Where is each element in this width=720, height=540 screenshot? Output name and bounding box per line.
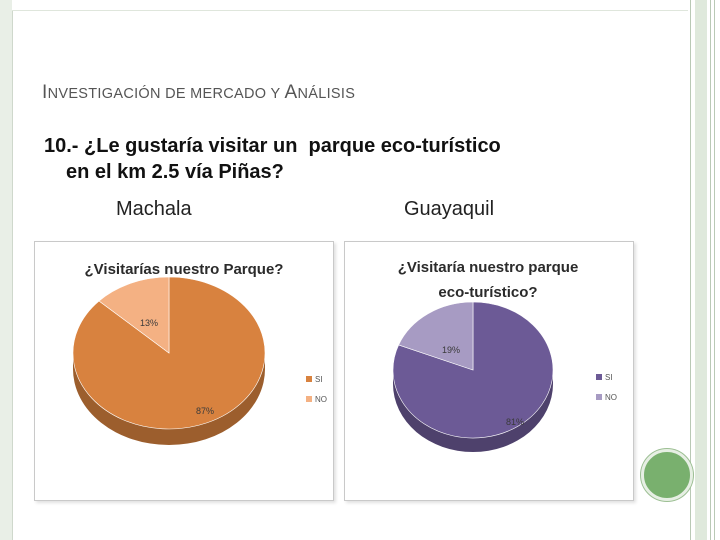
pie-chart-guayaquil: ¿Visitaría nuestro parque eco-turístico?… [344, 241, 634, 501]
decorative-green-circle [641, 449, 693, 501]
question-line-1: 10.- ¿Le gustaría visitar un parque eco-… [44, 135, 501, 157]
chart-title-line: ¿Visitarías nuestro Parque? [85, 261, 284, 278]
legend-label: SI [315, 375, 323, 384]
legend-swatch [306, 376, 312, 382]
slide-title: INVESTIGACIÓN DE MERCADO Y ANÁLISIS [42, 82, 356, 103]
pie-data-label: 81% [506, 417, 524, 427]
city-label-machala: Machala [116, 198, 192, 220]
pie-chart-machala-svg: ¿Visitarías nuestro Parque? 87% 13% SI NO [72, 261, 327, 445]
question-line-2: en el km 2.5 vía Piñas? [66, 161, 284, 183]
pie-data-label: 13% [140, 318, 158, 328]
pie-slice-no [398, 301, 474, 371]
legend-swatch [596, 374, 602, 380]
pie-slice-no [98, 276, 170, 354]
slide-frame-top [12, 0, 688, 11]
chart-title-line: ¿Visitaría nuestro parque [398, 259, 579, 276]
legend-label: NO [605, 393, 617, 402]
pie-chart-guayaquil-svg: ¿Visitaría nuestro parque eco-turístico?… [392, 259, 617, 452]
pie-slice-side [73, 353, 265, 445]
pie-data-label: 19% [442, 345, 460, 355]
pie-slice-side [393, 370, 553, 452]
survey-question: 10.- ¿Le gustaría visitar un parque eco-… [44, 133, 664, 185]
city-label-guayaquil: Guayaquil [404, 198, 495, 220]
legend-label: NO [315, 395, 327, 404]
legend-swatch [596, 394, 602, 400]
pie-data-label: 87% [196, 406, 214, 416]
legend-swatch [306, 396, 312, 402]
slide-frame-left [0, 0, 13, 540]
slide-frame-right [688, 0, 720, 540]
pie-slice-si [72, 276, 266, 430]
legend-label: SI [605, 373, 613, 382]
pie-chart-machala: ¿Visitarías nuestro Parque? 87% 13% SI NO [34, 241, 334, 501]
chart-title-line: eco-turístico? [438, 284, 537, 301]
